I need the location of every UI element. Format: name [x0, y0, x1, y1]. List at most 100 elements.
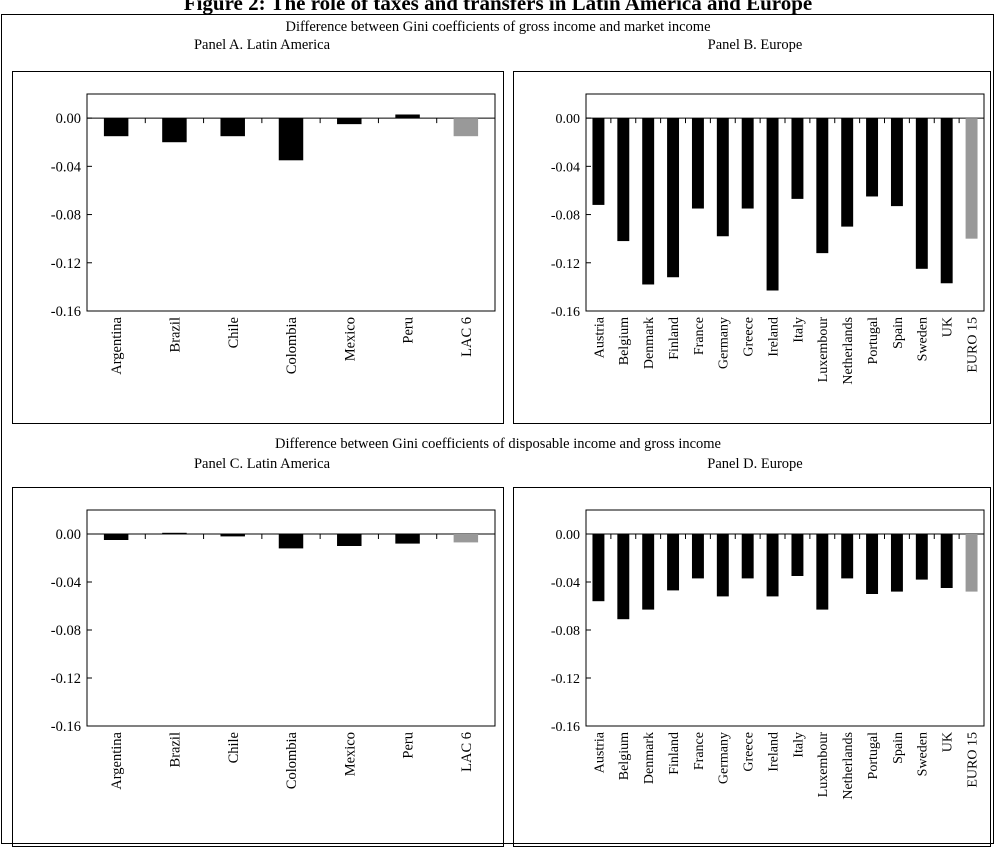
panel-c-bar [278, 534, 304, 549]
panel-b-category-label: Germany [717, 317, 732, 369]
panel-d-bar [866, 534, 879, 594]
panel-c-title: Panel C. Latin America [193, 456, 331, 472]
panel-b-y-tick-label: 0.00 [556, 112, 581, 127]
panel-c-y-tick-label: -0.04 [51, 575, 82, 591]
panel-d-bar [617, 534, 630, 620]
panel-c-bar [162, 532, 187, 534]
panel-d-category-label: France [692, 732, 707, 770]
panel-d-plot-frame [585, 509, 985, 727]
panel-d-y-tick-label: 0.00 [556, 528, 581, 543]
panel-c-bar [395, 534, 420, 544]
panel-b-chart: 0.00 -0.04 -0.08 -0.12 -0.16 Austria Belgium De… [551, 93, 985, 385]
panel-b-category-label: Portugal [866, 317, 881, 365]
panel-a-bar [453, 118, 479, 137]
panel-d-bar [965, 534, 978, 592]
panel-b-category-label: Ireland [766, 317, 781, 357]
panel-d-category-label: Denmark [642, 732, 657, 784]
panel-a-bar [337, 118, 362, 125]
panel-a-bar [162, 118, 187, 143]
panel-d-bar [890, 534, 903, 592]
panel-d-category-label: Greece [742, 732, 757, 772]
panel-a-bar [103, 118, 129, 137]
panel-b-y-tick-label: -0.12 [551, 257, 580, 272]
panel-a-category-label: Mexico [342, 317, 358, 361]
panel-b-box: 0.00 -0.04 -0.08 -0.12 -0.16 Austria Belgium De… [513, 71, 991, 424]
panel-b-category-label: UK [941, 317, 956, 337]
panel-c-category-label: Mexico [342, 732, 358, 776]
panel-d-category-label: Sweden [916, 732, 931, 776]
panel-d-bar [766, 534, 779, 597]
panel-c-y-tick-label: -0.08 [51, 623, 81, 639]
panel-d-category-label: Ireland [766, 732, 781, 772]
panel-b-bar [592, 118, 605, 205]
panel-c-bar [103, 534, 129, 540]
panel-b-bar [667, 118, 680, 278]
panel-b-bar [691, 118, 704, 209]
panel-d-y-tick-label: -0.16 [551, 720, 580, 735]
panel-b-bar [642, 118, 655, 285]
panel-b-category-label: Sweden [916, 317, 931, 361]
panel-b-y-tick-label: -0.04 [551, 160, 580, 175]
panel-d-y-tick-label: -0.04 [551, 576, 580, 591]
panel-d-category-label: UK [941, 732, 956, 752]
panel-c-chart: 0.00 -0.04 -0.08 -0.12 -0.16 Argentina Brazil C… [51, 509, 496, 790]
panel-a-title: Panel A. Latin America [193, 37, 331, 53]
panel-a-y-tick-label: -0.12 [51, 256, 81, 272]
panel-b-bar [716, 118, 729, 237]
panel-d-bar [741, 534, 754, 579]
panel-b-bar [617, 118, 630, 242]
panel-c-category-label: Peru [401, 732, 417, 759]
panel-d-category-label: Spain [891, 732, 906, 764]
panel-d-bar [592, 534, 605, 602]
panel-d-chart: 0.00 -0.04 -0.08 -0.12 -0.16 Austria Belgium De… [551, 509, 985, 800]
panel-b-category-label: Greece [742, 317, 757, 357]
panel-b-bar [816, 118, 829, 254]
panel-c-bar [220, 534, 245, 537]
panel-c-category-label: Brazil [168, 732, 184, 767]
panel-b-category-label: Netherlands [841, 317, 856, 385]
panel-a-chart: 0.00 -0.04 -0.08 -0.12 -0.16 Argentina Brazil C… [51, 93, 496, 375]
panel-b-category-label: Austria [592, 316, 607, 358]
panel-b-bar [940, 118, 953, 284]
panel-b-bar [965, 118, 978, 239]
panel-a-box: 0.00 -0.04 -0.08 -0.12 -0.16 Argentina Brazil C… [12, 71, 504, 424]
panel-a-category-label: Argentina [109, 316, 125, 374]
panel-a-y-tick-label: 0.00 [56, 111, 81, 127]
panel-c-y-tick-label: 0.00 [56, 527, 81, 543]
panel-d-y-tick-label: -0.12 [551, 672, 580, 687]
panel-b-bar [766, 118, 779, 291]
panel-d-box: 0.00 -0.04 -0.08 -0.12 -0.16 Austria Belgium De… [513, 487, 991, 847]
panel-c-category-label: Argentina [109, 731, 125, 789]
panel-b-category-label: Italy [791, 317, 806, 343]
panel-c-y-tick-label: -0.16 [51, 719, 81, 735]
panel-a-category-label: Brazil [168, 317, 184, 352]
panel-c-box: 0.00 -0.04 -0.08 -0.12 -0.16 Argentina Brazil C… [12, 487, 504, 847]
panel-a-category-label: Chile [226, 317, 242, 348]
panel-d-category-label: Finland [667, 732, 682, 775]
panel-a-bar [220, 118, 245, 137]
panel-d-category-label: Germany [717, 732, 732, 784]
panel-b-plot-frame [585, 93, 985, 312]
panel-b-bar [741, 118, 754, 209]
panel-b-bar [841, 118, 854, 227]
panel-c-plot-frame [86, 509, 496, 727]
panel-b-category-label: France [692, 317, 707, 355]
panel-d-y-tick-label: -0.08 [551, 624, 580, 639]
panel-d-title: Panel D. Europe [707, 456, 803, 472]
panel-d-category-label: Austria [592, 731, 607, 773]
panel-a-category-label: Peru [401, 317, 417, 344]
panel-c-bar [337, 534, 362, 546]
figure-title: Figure 2: The role of taxes and transfer… [183, 0, 813, 15]
panel-a-category-label: LAC 6 [459, 317, 475, 357]
panel-b-category-label: Denmark [642, 317, 657, 369]
panel-c-category-label: LAC 6 [459, 732, 475, 772]
panel-a-y-tick-label: -0.16 [51, 304, 81, 320]
panel-d-bar [716, 534, 729, 597]
panel-c-category-label: Colombia [284, 731, 300, 789]
panel-a-plot-frame [86, 93, 496, 312]
panel-b-bar [866, 118, 879, 197]
panel-c-y-tick-label: -0.12 [51, 671, 81, 687]
panel-b-y-tick-label: -0.16 [551, 305, 580, 320]
panel-d-category-label: EURO 15 [965, 732, 980, 788]
panel-d-category-label: Luxembour [816, 732, 831, 798]
